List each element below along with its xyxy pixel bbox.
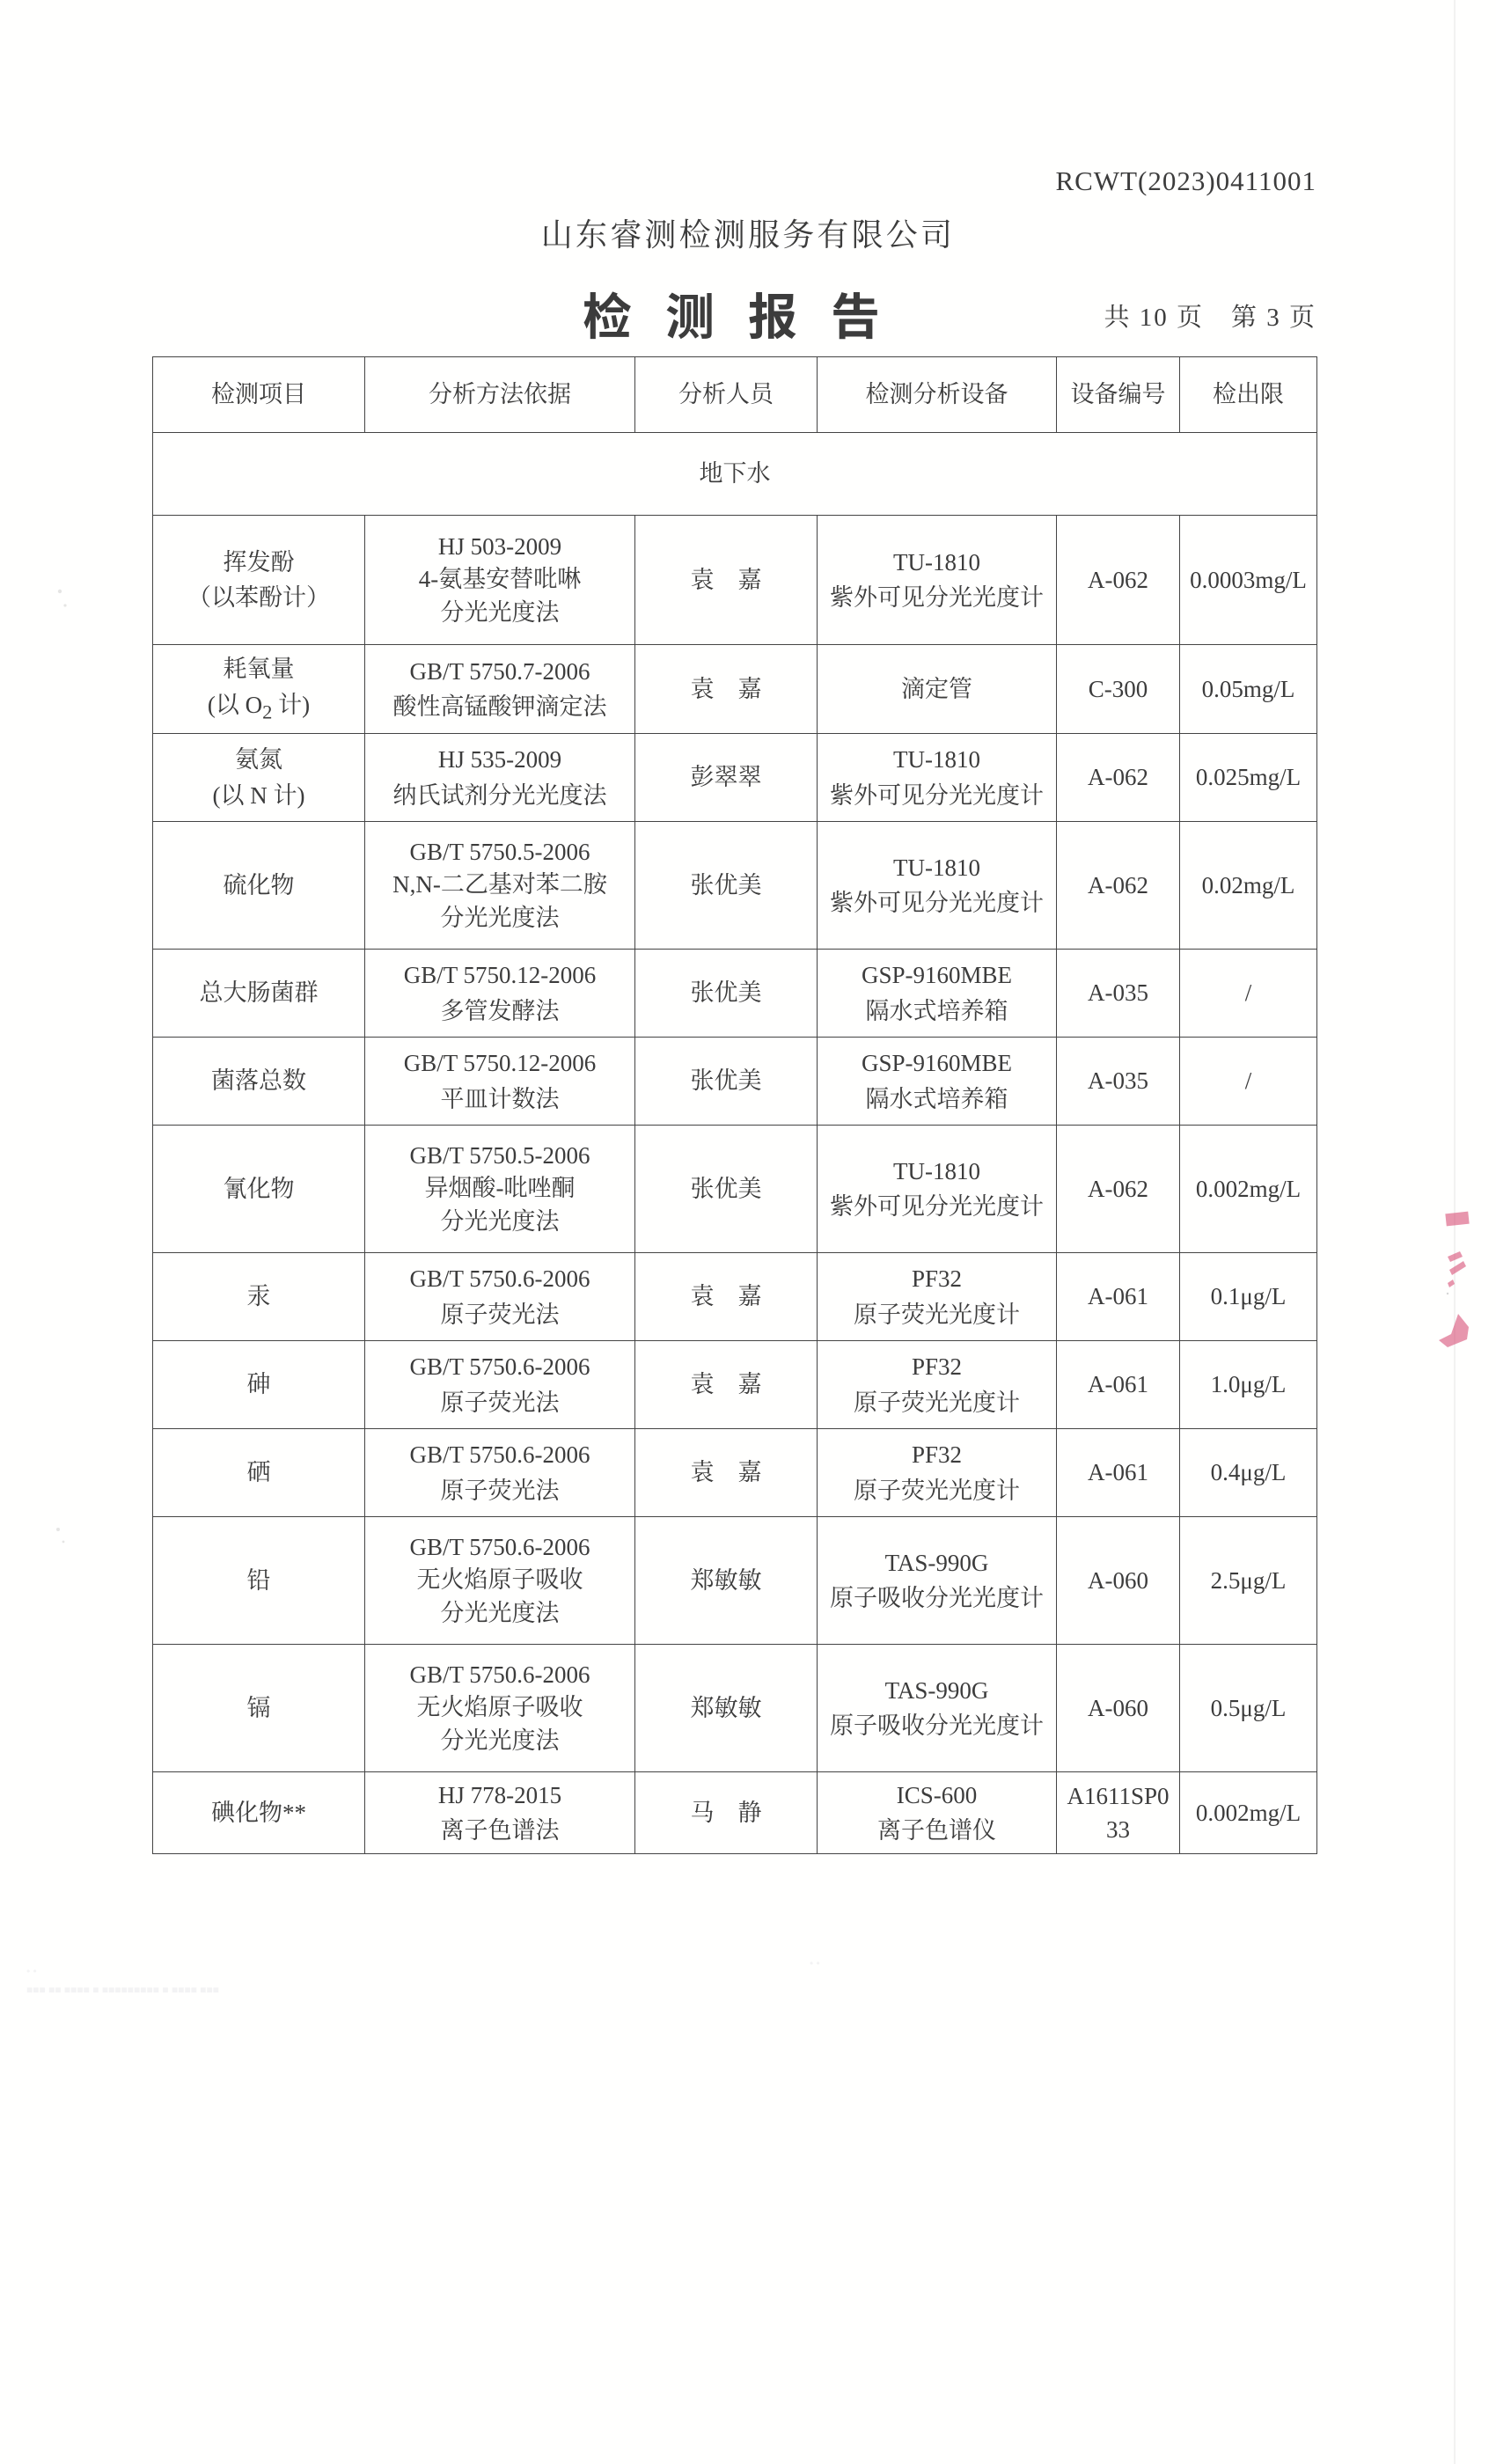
svg-text:■■■ ■■ ■■■■ ■ ■■■■■■■■■ ■ ■■■■: ■■■ ■■ ■■■■ ■ ■■■■■■■■■ ■ ■■■■ ■■■ bbox=[26, 1984, 219, 1996]
svg-text:• •: • • bbox=[26, 1965, 37, 1977]
svg-text:• •: • • bbox=[810, 1957, 820, 1969]
